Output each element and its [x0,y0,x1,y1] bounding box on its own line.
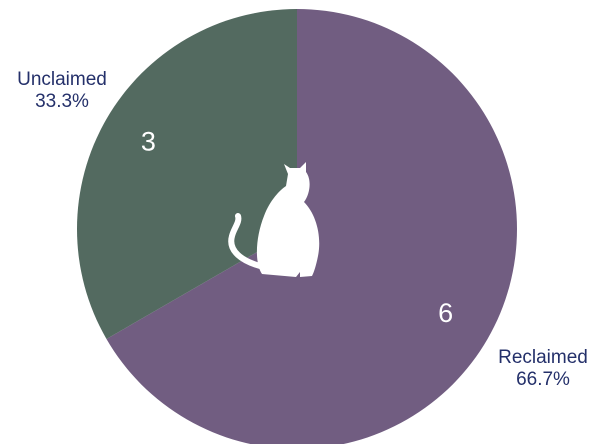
slice-label-unclaimed: Unclaimed 33.3% [2,69,122,113]
slice-percent-unclaimed: 33.3% [35,91,89,112]
slice-value-unclaimed: 3 [141,126,156,156]
slice-name-unclaimed: Unclaimed [17,69,107,90]
slice-name-reclaimed: Reclaimed [498,347,588,368]
slice-value-reclaimed: 6 [438,298,453,328]
slice-percent-reclaimed: 66.7% [516,369,570,390]
cat-silhouette-icon [228,162,320,277]
slice-label-reclaimed: Reclaimed 66.7% [483,347,598,391]
